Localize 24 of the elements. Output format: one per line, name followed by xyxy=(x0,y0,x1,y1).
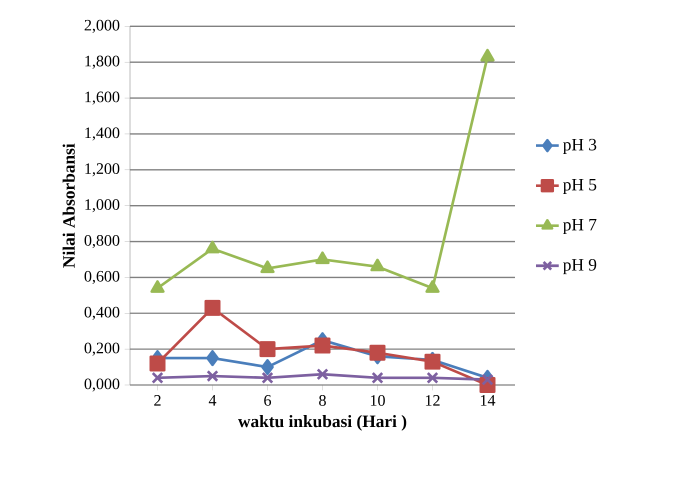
y-tick-label: 2,000 xyxy=(84,20,120,33)
x-tick-label: 6 xyxy=(264,395,272,406)
y-tick-label: 0,400 xyxy=(84,306,120,320)
y-tick-label: 1,400 xyxy=(85,127,120,140)
x-tick-label: 10 xyxy=(370,395,385,406)
y-tick-label: 1,800 xyxy=(85,56,120,69)
y-axis-title: Nilai Absorbansi xyxy=(62,144,75,268)
y-tick-label: 1,000 xyxy=(85,199,120,212)
x-tick-label: 14 xyxy=(480,395,496,406)
y-tick-label: 0,600 xyxy=(84,270,120,284)
legend-label: pH 9 xyxy=(563,259,596,274)
legend-label: pH 3 xyxy=(563,138,596,154)
y-tick-label: 0,000 xyxy=(84,378,120,392)
y-tick-label: 1,600 xyxy=(85,92,120,105)
x-tick-label: 4 xyxy=(208,395,216,406)
legend-label: pH 7 xyxy=(563,218,596,234)
legend-label: pH 5 xyxy=(563,178,596,194)
x-axis-title: waktu inkubasi (Hari ) xyxy=(238,415,406,431)
y-tick-label: 0,200 xyxy=(84,342,120,356)
y-tick-label: 0,800 xyxy=(84,234,120,248)
x-tick-label: 12 xyxy=(426,395,440,406)
x-tick-label: 8 xyxy=(319,395,326,406)
y-tick-label: 1,200 xyxy=(85,163,120,176)
x-tick-label: 2 xyxy=(154,395,161,406)
